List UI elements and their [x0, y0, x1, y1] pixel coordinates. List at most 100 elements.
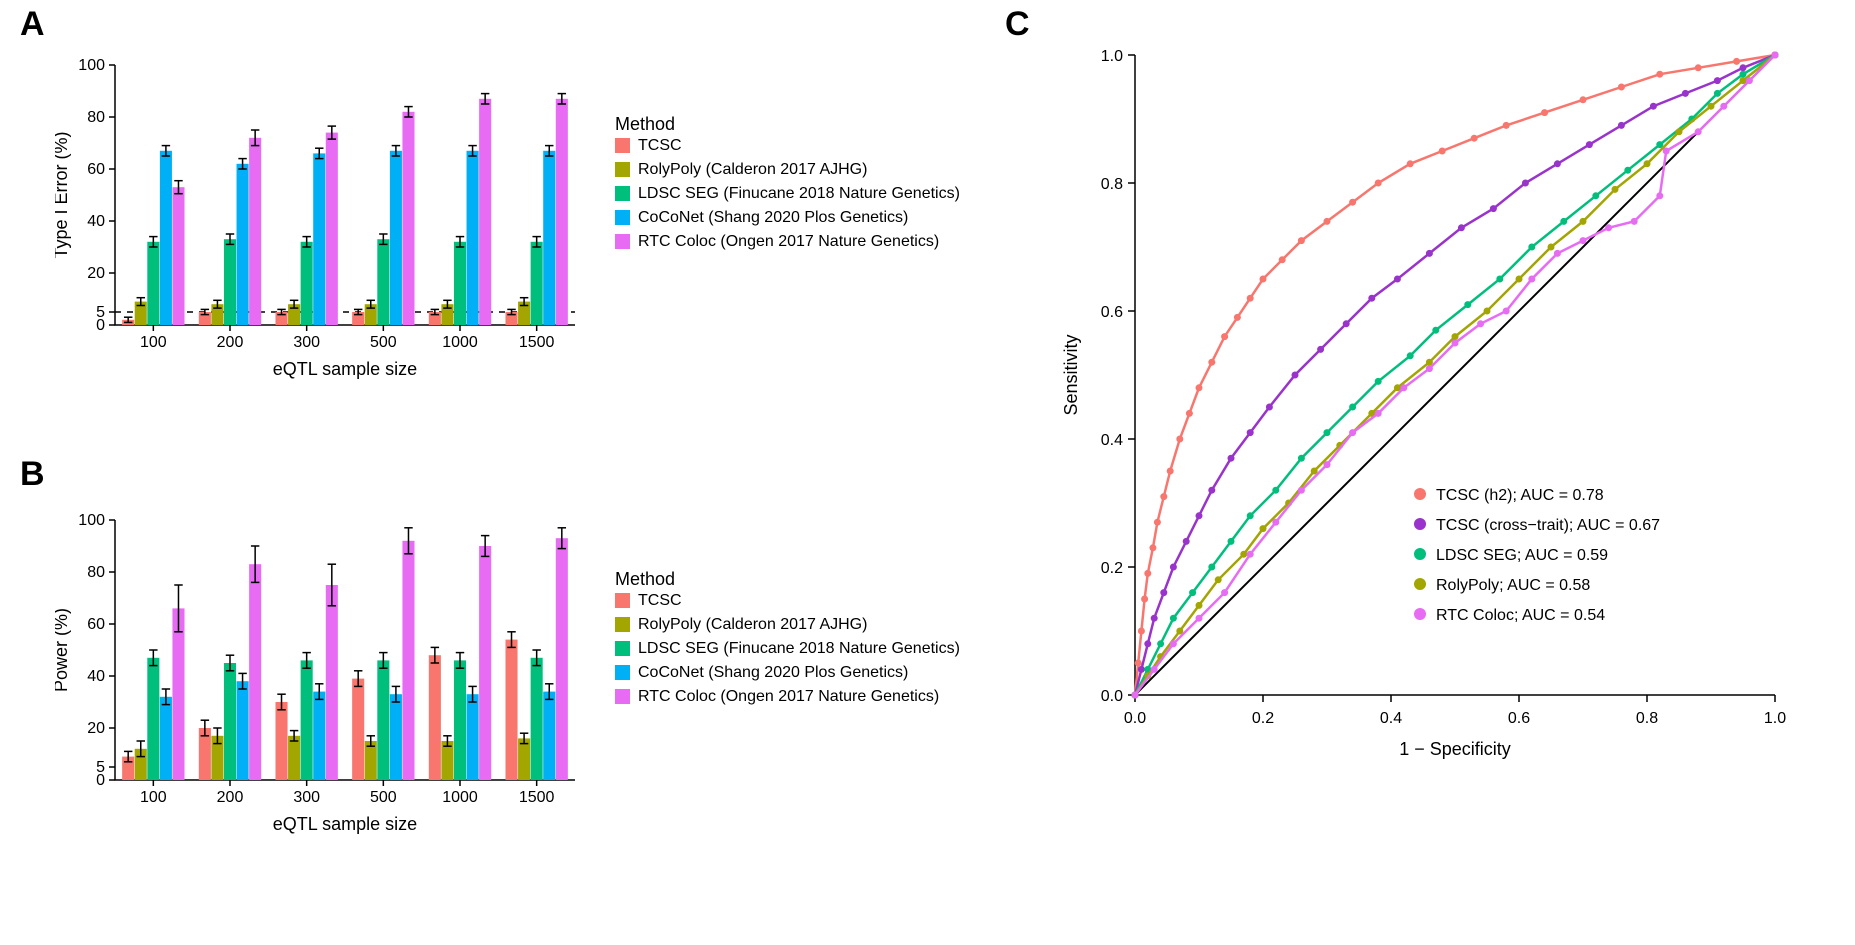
roc-point-tcsc_cross [1343, 320, 1350, 327]
legend-swatch-RTC_Coloc [615, 689, 630, 704]
svg-text:TCSC: TCSC [638, 592, 682, 609]
roc-point-rolypoly [1644, 160, 1651, 167]
legend-swatch-TCSC [615, 593, 630, 608]
roc-point-ldsc_seg [1247, 512, 1254, 519]
svg-text:300: 300 [293, 334, 320, 351]
legend-swatch-LDSC_SEG [615, 186, 630, 201]
roc-point-ldsc_seg [1349, 404, 1356, 411]
svg-text:1.0: 1.0 [1101, 48, 1123, 65]
svg-text:80: 80 [87, 109, 105, 126]
svg-text:1500: 1500 [519, 334, 555, 351]
legend-swatch-RTC_Coloc [615, 234, 630, 249]
roc-point-rtc_coloc [1375, 410, 1382, 417]
svg-text:0.2: 0.2 [1252, 710, 1274, 727]
roc-point-tcsc_h2 [1141, 596, 1148, 603]
roc-point-rtc_coloc [1298, 487, 1305, 494]
svg-text:1500: 1500 [519, 789, 555, 806]
bar-RolyPoly-300 [288, 736, 300, 780]
roc-point-tcsc_h2 [1144, 570, 1151, 577]
svg-text:100: 100 [140, 789, 167, 806]
bar-RTC_Coloc-100 [172, 608, 184, 780]
roc-point-tcsc_h2 [1349, 199, 1356, 206]
svg-text:0.6: 0.6 [1101, 304, 1123, 321]
bar-LDSC_SEG-500 [377, 660, 389, 780]
svg-text:eQTL sample size: eQTL sample size [273, 359, 417, 379]
roc-point-tcsc_cross [1266, 404, 1273, 411]
roc-point-ldsc_seg [1560, 218, 1567, 225]
bar-CoCoNet-500 [390, 694, 402, 780]
roc-point-rtc_coloc [1695, 128, 1702, 135]
roc-point-rtc_coloc [1170, 640, 1177, 647]
panel-a-chart: 052040608010010020030050010001500eQTL sa… [55, 40, 1005, 430]
roc-point-ldsc_seg [1170, 615, 1177, 622]
svg-text:0.0: 0.0 [1124, 710, 1146, 727]
roc-point-tcsc_cross [1586, 141, 1593, 148]
roc-point-rolypoly [1260, 525, 1267, 532]
bar-TCSC-500 [352, 679, 364, 780]
roc-point-rtc_coloc [1349, 429, 1356, 436]
legend-swatch-TCSC [615, 138, 630, 153]
svg-text:500: 500 [370, 789, 397, 806]
panel-c-label: C [1005, 5, 1030, 44]
bar-LDSC_SEG-500 [377, 239, 389, 325]
bar-LDSC_SEG-200 [224, 663, 236, 780]
bar-CoCoNet-100 [160, 697, 172, 780]
roc-point-tcsc_cross [1554, 160, 1561, 167]
roc-point-rtc_coloc [1772, 52, 1779, 59]
roc-point-rtc_coloc [1554, 250, 1561, 257]
roc-point-rtc_coloc [1477, 320, 1484, 327]
roc-point-ldsc_seg [1714, 90, 1721, 97]
roc-point-tcsc_h2 [1167, 468, 1174, 475]
roc-point-tcsc_cross [1247, 429, 1254, 436]
svg-text:40: 40 [87, 213, 105, 230]
roc-point-tcsc_cross [1208, 487, 1215, 494]
roc-point-rolypoly [1612, 186, 1619, 193]
roc-point-ldsc_seg [1740, 71, 1747, 78]
roc-point-rtc_coloc [1656, 192, 1663, 199]
roc-point-tcsc_h2 [1503, 122, 1510, 129]
svg-text:1.0: 1.0 [1764, 710, 1786, 727]
bar-LDSC_SEG-100 [147, 242, 159, 325]
roc-point-tcsc_h2 [1695, 64, 1702, 71]
svg-text:80: 80 [87, 564, 105, 581]
roc-point-tcsc_cross [1196, 512, 1203, 519]
svg-text:500: 500 [370, 334, 397, 351]
svg-text:RolyPoly (Calderon 2017 AJHG): RolyPoly (Calderon 2017 AJHG) [638, 616, 867, 633]
svg-text:Type I Error (%): Type I Error (%) [55, 131, 71, 258]
roc-point-tcsc_cross [1144, 640, 1151, 647]
roc-legend-dot-rtc_coloc [1414, 608, 1426, 620]
svg-text:1000: 1000 [442, 334, 478, 351]
roc-point-tcsc_cross [1228, 455, 1235, 462]
bar-TCSC-1500 [505, 640, 517, 780]
bar-RTC_Coloc-300 [326, 585, 338, 780]
svg-text:0.6: 0.6 [1508, 710, 1530, 727]
roc-point-rolypoly [1452, 333, 1459, 340]
roc-point-tcsc_h2 [1618, 84, 1625, 91]
legend-swatch-RolyPoly [615, 617, 630, 632]
bar-RTC_Coloc-1000 [479, 546, 491, 780]
roc-point-ldsc_seg [1592, 192, 1599, 199]
legend-swatch-LDSC_SEG [615, 641, 630, 656]
roc-point-ldsc_seg [1464, 301, 1471, 308]
panel-b-label: B [20, 455, 45, 494]
roc-point-rolypoly [1676, 128, 1683, 135]
roc-point-tcsc_cross [1317, 346, 1324, 353]
svg-text:CoCoNet (Shang 2020 Plos Genet: CoCoNet (Shang 2020 Plos Genetics) [638, 664, 908, 681]
svg-text:1000: 1000 [442, 789, 478, 806]
roc-point-tcsc_h2 [1149, 544, 1156, 551]
roc-point-tcsc_cross [1650, 103, 1657, 110]
roc-point-tcsc_h2 [1375, 180, 1382, 187]
roc-point-rtc_coloc [1400, 384, 1407, 391]
panel-b-chart: 052040608010010020030050010001500eQTL sa… [55, 495, 1005, 885]
roc-point-ldsc_seg [1407, 352, 1414, 359]
svg-text:RTC Coloc; AUC = 0.54: RTC Coloc; AUC = 0.54 [1436, 607, 1605, 624]
bar-LDSC_SEG-1000 [454, 660, 466, 780]
roc-point-ldsc_seg [1157, 640, 1164, 647]
panel-a-label: A [20, 5, 45, 44]
svg-text:LDSC SEG (Finucane 2018 Nature: LDSC SEG (Finucane 2018 Nature Genetics) [638, 185, 960, 202]
roc-point-ldsc_seg [1324, 429, 1331, 436]
bar-CoCoNet-100 [160, 151, 172, 325]
svg-text:LDSC SEG; AUC = 0.59: LDSC SEG; AUC = 0.59 [1436, 547, 1608, 564]
roc-point-tcsc_cross [1618, 122, 1625, 129]
svg-text:40: 40 [87, 668, 105, 685]
